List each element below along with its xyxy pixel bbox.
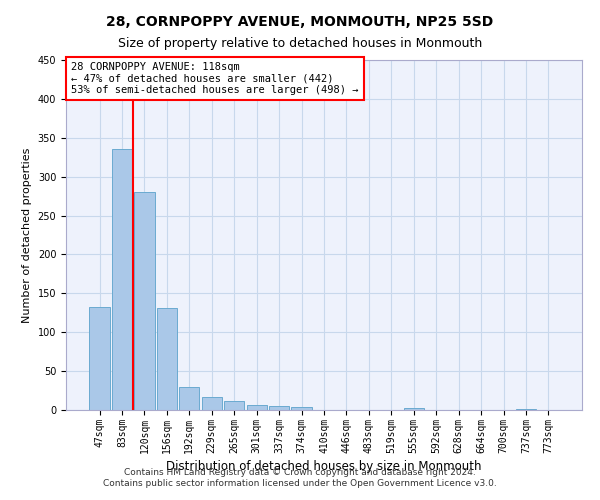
Bar [224, 400, 244, 410]
Bar [112, 148, 132, 410]
Bar [202, 397, 222, 410]
Bar [292, 407, 311, 410]
Text: 28 CORNPOPPY AVENUE: 118sqm
← 47% of detached houses are smaller (442)
53% of se: 28 CORNPOPPY AVENUE: 118sqm ← 47% of det… [71, 62, 359, 95]
Text: Size of property relative to detached houses in Monmouth: Size of property relative to detached ho… [118, 38, 482, 51]
Bar [404, 408, 424, 410]
Text: Contains HM Land Registry data © Crown copyright and database right 2024.
Contai: Contains HM Land Registry data © Crown c… [103, 468, 497, 487]
Bar [516, 409, 536, 410]
Bar [269, 406, 289, 410]
Bar [134, 192, 155, 410]
Bar [247, 404, 267, 410]
Y-axis label: Number of detached properties: Number of detached properties [22, 148, 32, 322]
Bar [179, 388, 199, 410]
Bar [157, 308, 177, 410]
Bar [89, 306, 110, 410]
Text: 28, CORNPOPPY AVENUE, MONMOUTH, NP25 5SD: 28, CORNPOPPY AVENUE, MONMOUTH, NP25 5SD [106, 15, 494, 29]
X-axis label: Distribution of detached houses by size in Monmouth: Distribution of detached houses by size … [166, 460, 482, 473]
